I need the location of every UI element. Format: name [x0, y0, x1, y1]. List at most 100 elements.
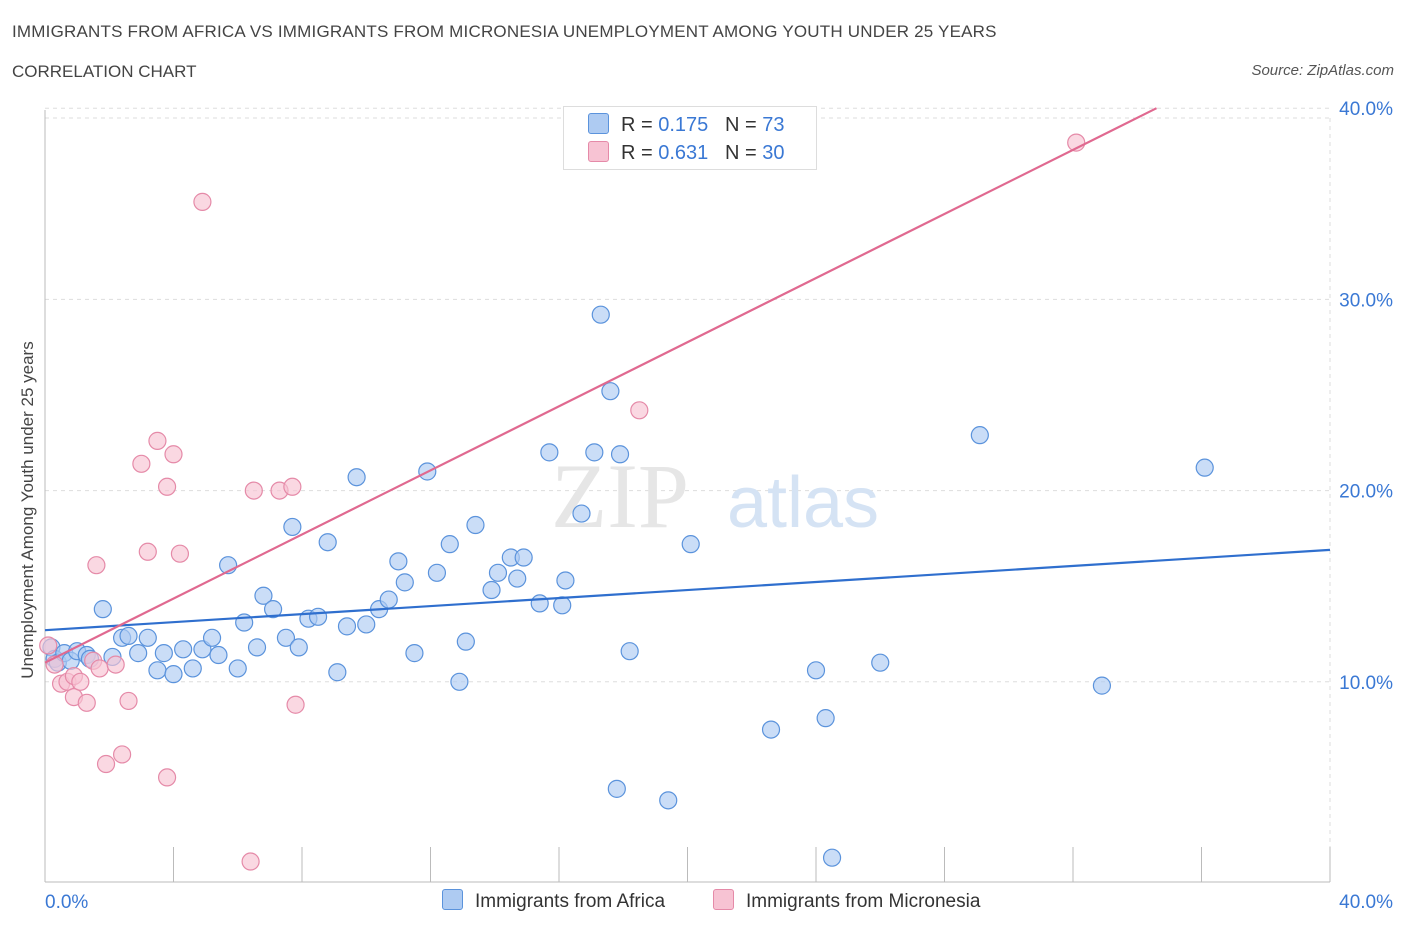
micronesia-point	[106, 655, 125, 674]
bottom-legend-swatch-micronesia	[713, 889, 734, 910]
africa-point	[389, 552, 408, 571]
africa-point	[585, 443, 604, 462]
africa-point	[871, 653, 890, 672]
x-tick-label-left: 0.0%	[45, 892, 88, 913]
micronesia-point	[157, 768, 177, 787]
micronesia-point	[87, 556, 106, 575]
legend-r-label-micronesia: R =	[621, 142, 653, 164]
bottom-legend-micronesia: Immigrants from Micronesia	[713, 889, 980, 913]
africa-trend-line	[44, 548, 1331, 632]
africa-point	[761, 720, 781, 739]
correlation-legend: R = 0.175 N = 73 R = 0.631 N = 30	[563, 106, 817, 170]
micronesia-point	[164, 445, 183, 464]
africa-point	[970, 426, 989, 445]
micronesia-point	[119, 691, 138, 711]
africa-point	[337, 617, 357, 636]
africa-point	[263, 600, 283, 619]
legend-n-value-africa: 73	[762, 114, 785, 136]
africa-point	[119, 626, 138, 646]
africa-point	[318, 533, 337, 552]
micronesia-point	[241, 852, 260, 871]
africa-point	[572, 504, 591, 523]
africa-point	[482, 580, 501, 600]
bottom-legend-label-africa: Immigrants from Africa	[475, 891, 666, 912]
africa-point	[357, 615, 376, 634]
micronesia-point	[157, 477, 177, 496]
africa-point	[508, 569, 527, 588]
source-label: Source: ZipAtlas.com	[1251, 62, 1394, 79]
micronesia-point	[283, 477, 302, 496]
micronesia-point	[138, 542, 157, 561]
micronesia-point	[132, 454, 151, 473]
legend-n-label-micronesia: N =	[724, 142, 757, 164]
africa-point	[254, 586, 273, 605]
africa-point	[1092, 676, 1112, 695]
africa-point	[553, 596, 572, 615]
micronesia-point	[170, 544, 190, 563]
africa-point	[247, 638, 267, 657]
micronesia-point	[112, 745, 132, 764]
africa-point	[174, 640, 193, 659]
micronesia-point	[90, 659, 109, 678]
africa-point	[93, 600, 112, 619]
y-tick-label: 20.0%	[1339, 482, 1393, 503]
legend-row-africa: R = 0.175 N = 73	[588, 113, 784, 139]
micronesia-point	[630, 401, 649, 420]
africa-point	[456, 632, 475, 651]
africa-point	[530, 594, 549, 613]
africa-point	[607, 779, 626, 798]
micronesia-point	[39, 636, 58, 655]
bottom-legend-label-micronesia: Immigrants from Micronesia	[746, 891, 981, 912]
africa-point	[276, 628, 296, 647]
y-tick-label: 30.0%	[1339, 290, 1393, 311]
africa-point	[816, 709, 835, 728]
africa-point	[138, 628, 157, 647]
micronesia-point	[96, 754, 116, 774]
legend-swatch-micronesia	[588, 141, 609, 162]
africa-point	[427, 563, 447, 582]
africa-point	[164, 665, 183, 684]
legend-n-value-micronesia: 30	[762, 142, 785, 164]
africa-point	[681, 535, 700, 554]
africa-point	[659, 791, 678, 810]
africa-point	[601, 382, 620, 401]
africa-point	[347, 468, 366, 487]
legend-r-value-micronesia: 0.631	[658, 142, 709, 164]
legend-r-value-africa: 0.175	[658, 114, 709, 136]
africa-point	[591, 305, 610, 324]
africa-point	[466, 515, 485, 535]
micronesia-point	[193, 192, 212, 211]
chart-title: IMMIGRANTS FROM AFRICA VS IMMIGRANTS FRO…	[12, 22, 997, 41]
legend-n-label-africa: N =	[724, 114, 757, 136]
africa-point	[209, 645, 228, 665]
micronesia-point	[286, 695, 305, 714]
africa-point	[822, 848, 842, 867]
micronesia-point	[244, 481, 263, 500]
africa-point	[154, 644, 173, 663]
africa-point	[620, 642, 639, 661]
micronesia-point	[71, 672, 90, 691]
bottom-legend-africa: Immigrants from Africa	[442, 889, 665, 913]
africa-point	[289, 638, 308, 657]
africa-point	[405, 644, 424, 663]
africa-point	[283, 517, 302, 537]
micronesia-point	[77, 693, 96, 712]
y-tick-label: 10.0%	[1339, 673, 1393, 694]
africa-point	[540, 443, 559, 462]
y-axis-label: Unemployment Among Youth under 25 years	[18, 341, 37, 678]
africa-point	[514, 548, 533, 567]
y-tick-label: 40.0%	[1339, 99, 1393, 120]
africa-point	[450, 672, 469, 691]
legend-row-micronesia: R = 0.631 N = 30	[588, 141, 784, 167]
africa-point	[129, 644, 148, 663]
africa-point	[228, 659, 247, 678]
legend-r-label-africa: R =	[621, 114, 653, 136]
africa-point	[328, 663, 347, 682]
chart-subtitle: CORRELATION CHART	[12, 62, 197, 81]
legend-swatch-africa	[588, 113, 609, 134]
micronesia-point	[148, 431, 167, 450]
africa-point	[148, 661, 167, 680]
africa-point	[308, 607, 328, 626]
africa-point	[556, 571, 575, 590]
